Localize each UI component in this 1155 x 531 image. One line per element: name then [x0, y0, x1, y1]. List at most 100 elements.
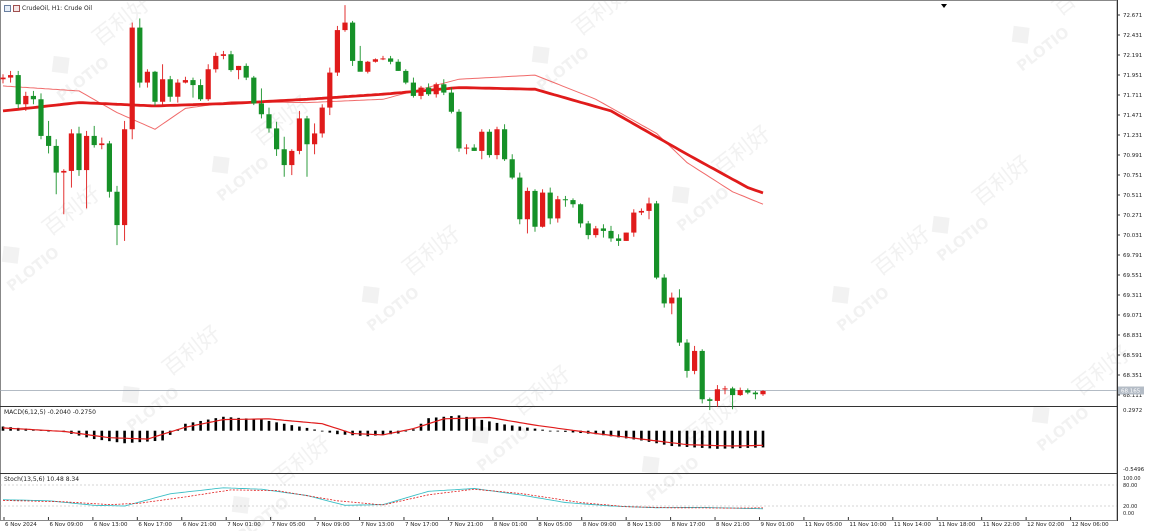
stoch-tick-label: 100.00	[1123, 476, 1141, 482]
candle-down	[654, 203, 660, 278]
macd-histogram-bar	[92, 430, 96, 440]
candle-down	[532, 190, 538, 227]
candle-up	[129, 27, 135, 130]
macd-histogram-bar	[678, 430, 681, 447]
candle-down	[114, 191, 120, 226]
macd-histogram-bar	[716, 430, 719, 449]
price-tick-label: 68.591	[1123, 353, 1142, 359]
stoch-signal-line	[2, 488, 763, 509]
watermark-chinese: 百利好	[88, 0, 155, 52]
candle-down	[198, 85, 204, 100]
macd-histogram-bar	[738, 430, 742, 449]
macd-histogram-bar	[731, 430, 734, 449]
candle-up	[380, 58, 386, 60]
price-tick-label: 69.551	[1123, 273, 1142, 279]
chart-window-icon	[4, 5, 11, 12]
macd-histogram-bar	[130, 430, 134, 443]
macd-histogram-bar	[343, 430, 347, 435]
time-tick-label: 7 Nov 01:00	[227, 522, 261, 528]
candle-up	[669, 297, 675, 304]
time-tick-label: 7 Nov 09:00	[316, 522, 350, 528]
candle-down	[509, 159, 515, 178]
watermark-logo-icon	[121, 385, 140, 404]
candle-down	[38, 99, 44, 136]
chart-type-icon	[13, 5, 20, 12]
watermark-chinese: 百利好	[268, 431, 335, 491]
candle-down	[600, 228, 606, 231]
candle-up	[61, 170, 67, 173]
candle-up	[68, 133, 74, 171]
watermark-logo-icon	[831, 285, 850, 304]
chart-frame	[0, 0, 1118, 521]
candle-down	[190, 80, 196, 86]
watermark-logo-icon	[1, 245, 20, 264]
watermark-chinese: 百利好	[1048, 0, 1115, 22]
candle-down	[752, 392, 758, 395]
price-tick-label: 68.831	[1123, 333, 1142, 339]
macd-histogram-bar	[495, 422, 499, 431]
candle-down	[585, 223, 591, 236]
macd-histogram-bar	[655, 430, 658, 444]
candle-up	[84, 135, 90, 171]
candle-down	[676, 297, 682, 343]
price-tick-label: 72.431	[1123, 33, 1142, 39]
macd-histogram-bar	[305, 427, 309, 431]
candle-down	[76, 133, 82, 171]
candle-down	[91, 135, 97, 146]
macd-histogram-bar	[100, 430, 104, 441]
macd-histogram-bar	[191, 422, 195, 431]
candle-up	[334, 30, 340, 73]
macd-histogram-bar	[404, 430, 408, 432]
price-tick-label: 68.111	[1123, 393, 1142, 399]
watermark-logo-icon	[671, 185, 690, 204]
macd-histogram-bar	[624, 430, 628, 439]
watermark-logo-icon	[641, 455, 660, 474]
candle-down	[456, 111, 462, 149]
watermark-chinese: 百利好	[568, 0, 635, 42]
macd-histogram-bar	[640, 430, 643, 441]
candle-down	[471, 147, 477, 151]
macd-histogram-bar	[237, 417, 240, 431]
macd-histogram-bar	[267, 420, 271, 431]
macd-histogram-bar	[761, 430, 765, 448]
macd-histogram-bar	[754, 430, 757, 448]
time-tick-label: 8 Nov 17:00	[672, 522, 706, 528]
candle-down	[578, 204, 584, 224]
candle-down	[53, 145, 59, 173]
stoch-pane[interactable]	[0, 484, 1117, 510]
candle-up	[722, 388, 728, 390]
chart-title: CrudeOil, H1: Crude Oil	[22, 5, 93, 12]
time-tick-label: 8 Nov 09:00	[583, 522, 617, 528]
watermark-logo-icon	[531, 45, 550, 64]
macd-pane[interactable]	[1, 415, 765, 449]
current-price-label: 68.165	[1121, 389, 1141, 395]
candle-up	[99, 143, 105, 146]
candle-down	[426, 87, 432, 95]
price-tick-label: 69.071	[1123, 313, 1142, 319]
price-pane[interactable]	[0, 5, 1117, 411]
candle-down	[304, 118, 310, 145]
macd-histogram-bar	[488, 421, 491, 431]
macd-histogram-bar	[222, 416, 225, 431]
macd-histogram-bar	[412, 429, 415, 431]
candle-down	[570, 200, 576, 205]
current-price-badge	[1118, 386, 1144, 395]
macd-histogram-bar	[168, 430, 172, 435]
macd-histogram-bar	[153, 430, 157, 442]
watermark-chinese: 百利好	[868, 221, 935, 281]
candle-up	[319, 107, 325, 134]
candle-down	[547, 192, 553, 219]
macd-histogram-bar	[617, 430, 620, 438]
macd-histogram-bar	[320, 430, 324, 432]
macd-histogram-bar	[609, 430, 613, 437]
candle-up	[372, 59, 378, 62]
candle-down	[562, 199, 568, 201]
time-tick-label: 8 Nov 01:00	[494, 522, 528, 528]
candle-up	[540, 192, 546, 227]
candle-up	[464, 147, 470, 149]
stoch-tick-label: 80.00	[1123, 483, 1137, 489]
macd-histogram-bar	[465, 416, 468, 431]
candle-down	[152, 71, 158, 102]
